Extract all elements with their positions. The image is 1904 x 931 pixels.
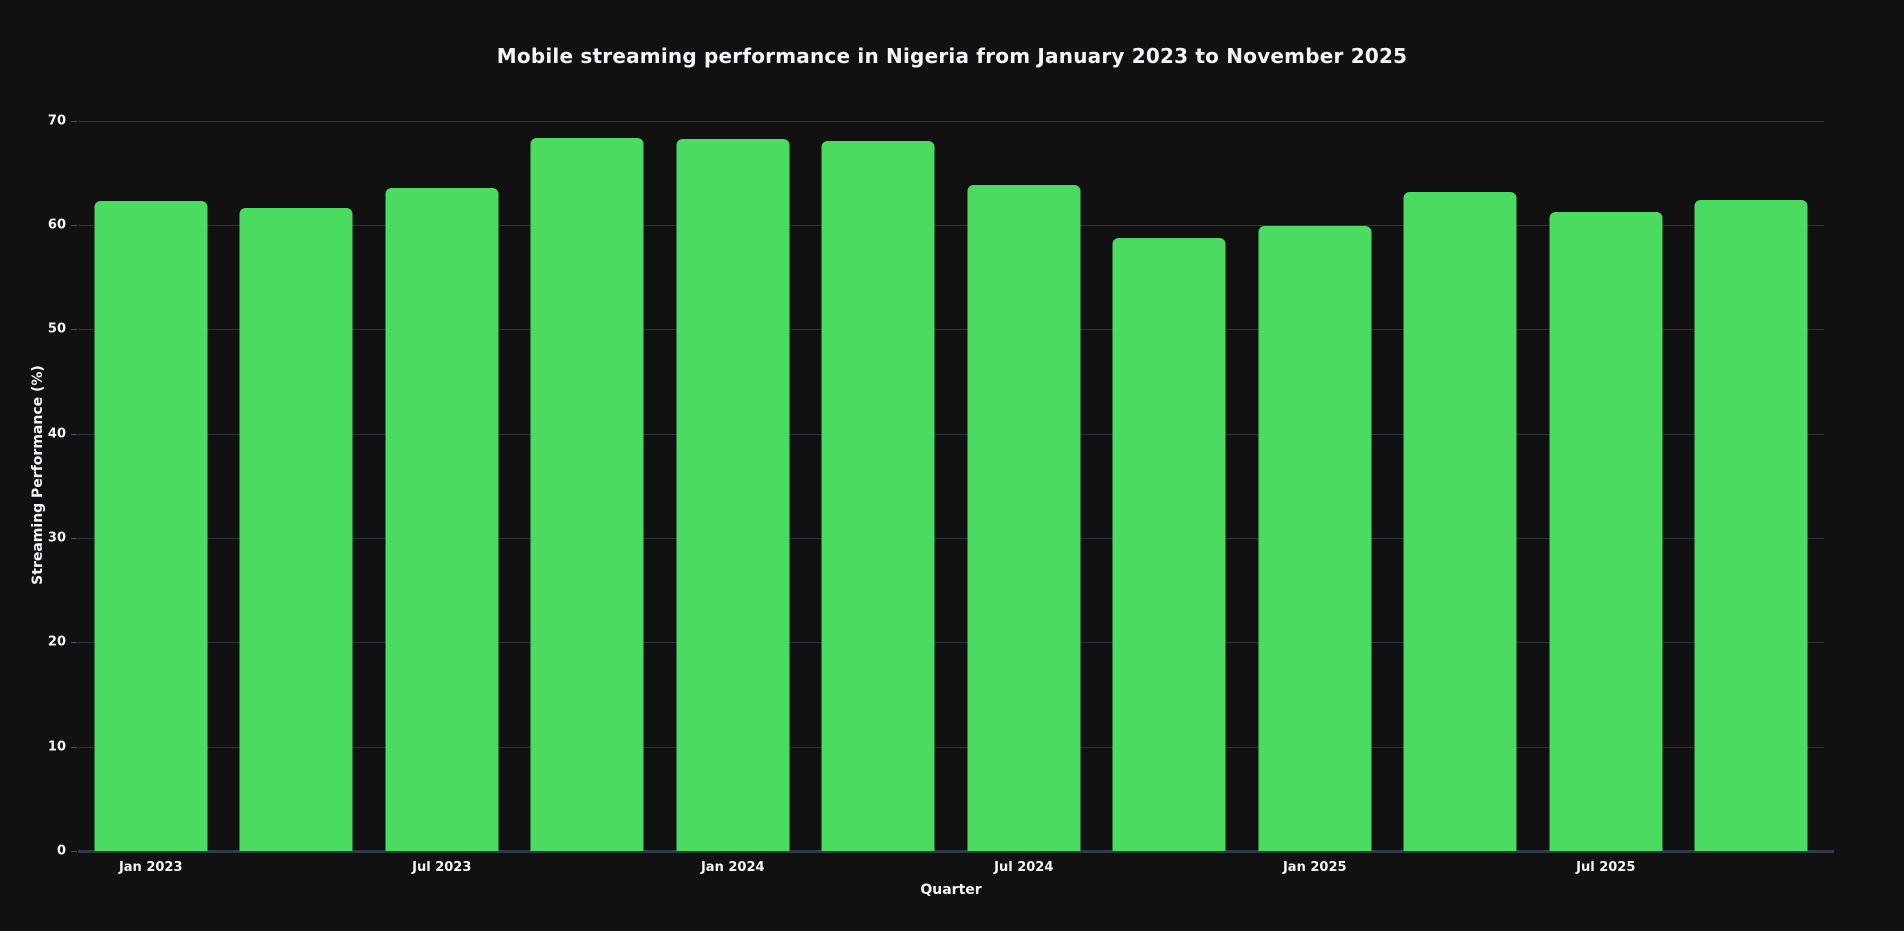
y-tick-label-70: 70 <box>47 113 66 129</box>
x-tick-label-jan-2025: Jan 2025 <box>1282 860 1347 875</box>
y-tick-mark-10 <box>71 746 77 748</box>
y-tick-label-60: 60 <box>47 217 66 233</box>
y-tick-mark-30 <box>71 538 77 540</box>
x-tick-label-jul-2023: Jul 2023 <box>412 860 472 875</box>
x-axis-title: Quarter <box>920 882 982 898</box>
x-tick-label-jan-2024: Jan 2024 <box>700 860 765 875</box>
y-tick-mark-50 <box>71 329 77 331</box>
bar-11[interactable] <box>1549 211 1663 851</box>
bar-12[interactable] <box>1694 200 1808 851</box>
y-gridline-50 <box>78 329 1824 331</box>
bar-3[interactable] <box>385 187 499 851</box>
bar-10[interactable] <box>1403 191 1517 851</box>
y-tick-mark-40 <box>71 433 77 435</box>
y-gridline-70 <box>78 120 1824 122</box>
bar-1[interactable] <box>94 201 208 851</box>
y-gridline-10 <box>78 746 1824 748</box>
bar-9[interactable] <box>1258 226 1372 851</box>
y-gridline-60 <box>78 225 1824 227</box>
bar-7[interactable] <box>967 184 1081 851</box>
y-tick-label-40: 40 <box>47 426 66 442</box>
y-tick-mark-60 <box>71 225 77 227</box>
y-gridline-20 <box>78 642 1824 644</box>
chart-title: Mobile streaming performance in Nigeria … <box>496 44 1408 68</box>
x-tick-label-jan-2023: Jan 2023 <box>118 860 183 875</box>
x-tick-label-jul-2025: Jul 2025 <box>1576 860 1636 875</box>
y-tick-label-10: 10 <box>47 739 66 755</box>
y-gridline-30 <box>78 538 1824 540</box>
y-tick-label-0: 0 <box>56 843 66 859</box>
y-axis-title: Streaming Performance (%) <box>30 365 46 585</box>
bar-2[interactable] <box>239 208 353 851</box>
x-tick-label-jul-2024: Jul 2024 <box>994 860 1054 875</box>
plot-area: 0 10 20 30 40 50 60 70 Jan 2023 Jul 2023 Jan 2024 J… <box>48 100 1834 874</box>
y-tick-label-20: 20 <box>47 634 66 650</box>
bar-4[interactable] <box>530 137 644 851</box>
y-tick-mark-70 <box>71 120 77 122</box>
bar-8[interactable] <box>1112 237 1226 851</box>
y-tick-mark-20 <box>71 642 77 644</box>
y-gridline-40 <box>78 433 1824 435</box>
bar-6[interactable] <box>821 140 935 851</box>
x-axis-line <box>78 850 1834 853</box>
bar-5[interactable] <box>676 138 790 851</box>
y-tick-label-30: 30 <box>47 530 66 546</box>
y-tick-label-50: 50 <box>47 321 66 337</box>
y-tick-mark-0 <box>71 851 77 852</box>
